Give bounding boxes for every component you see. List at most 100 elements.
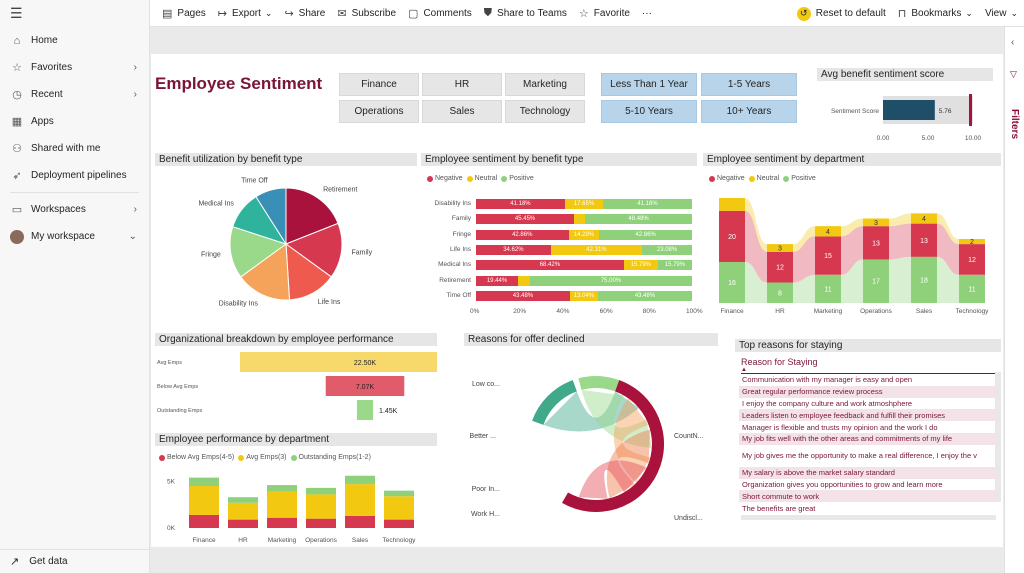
bar-negative: 41.18%	[476, 199, 565, 209]
reasons-scrollbar-h[interactable]	[741, 515, 996, 520]
bar-row[interactable]: 34.62% 42.31% 23.08%	[476, 244, 692, 255]
hamburger-icon[interactable]: ☰	[10, 5, 23, 21]
reason-row[interactable]: Organization gives you opportunities to …	[742, 479, 943, 489]
pages-button[interactable]: ▤ Pages	[162, 7, 206, 20]
x-tick: HR	[775, 308, 785, 315]
dept-segment-neg	[863, 226, 889, 260]
ribbon	[889, 256, 911, 303]
share-label: Share	[298, 7, 326, 19]
gauge-tick: 10.00	[965, 135, 982, 142]
chord-label: Poor In...	[472, 486, 500, 493]
reason-row[interactable]: The benefits are great	[742, 503, 816, 513]
bar-positive: 75.00%	[529, 275, 692, 286]
perf-segment	[345, 515, 375, 528]
funnel-title: Organizational breakdown by employee per…	[155, 333, 437, 346]
comments-button[interactable]: ▢ Comments	[408, 7, 472, 20]
reason-row[interactable]: My job gives me the opportunity to make …	[742, 451, 977, 461]
clock-icon: ◷	[12, 89, 22, 101]
nav-home[interactable]: ⌂ Home	[0, 27, 149, 54]
gauge-title: Avg benefit sentiment score	[817, 68, 993, 81]
reason-row[interactable]: Short commute to work	[739, 490, 997, 503]
perf-segment	[267, 517, 297, 528]
bar-negative: 43.48%	[476, 290, 570, 301]
reason-row[interactable]: My job fits well with the other areas an…	[739, 432, 997, 445]
nav-pipelines[interactable]: ➶ Deployment pipelines	[0, 162, 149, 189]
slicer-operations[interactable]: Operations	[339, 100, 419, 123]
ribbon	[793, 226, 815, 252]
ribbon	[841, 259, 863, 303]
funnel-label: Outstanding Emps	[157, 408, 202, 414]
slicer-5-10-years[interactable]: 5-10 Years	[601, 100, 697, 123]
segment-label: 16	[728, 280, 736, 287]
bar-row[interactable]: 41.18% 17.65% 41.18%	[476, 199, 692, 209]
export-button[interactable]: ↦ Export ⌄	[218, 7, 273, 20]
nav-shared[interactable]: ⚇ Shared with me	[0, 135, 149, 162]
bookmarks-label: Bookmarks	[911, 8, 962, 19]
perf-segment	[345, 475, 375, 485]
bar-row[interactable]: 42.86% 14.29% 42.86%	[476, 229, 692, 240]
export-icon: ↦	[217, 7, 227, 20]
subscribe-button[interactable]: ✉ Subscribe	[337, 7, 396, 20]
perf-segment	[189, 477, 219, 486]
nav-workspaces[interactable]: ▭ Workspaces ›	[0, 196, 149, 223]
ribbon	[889, 223, 911, 260]
segment-label: 13	[872, 240, 880, 247]
offer-declined-chord: Low co... Better ... Poor In... Work H... Co…	[470, 376, 704, 522]
bar-category: Family	[451, 215, 471, 223]
legend-dot-negative	[709, 175, 715, 182]
bar-neutral: 15.79%	[623, 260, 658, 271]
legend-dot-neutral	[748, 175, 755, 182]
more-options-button[interactable]: ···	[641, 7, 652, 19]
bar-row[interactable]: 43.48% 13.04% 43.48%	[476, 290, 692, 301]
reason-row[interactable]: Great regular performance review process	[739, 385, 997, 398]
workspaces-icon: ▭	[11, 204, 23, 216]
reasons-list[interactable]: Communication with my manager is easy an…	[739, 374, 997, 516]
reasons-scrollbar-v[interactable]	[995, 372, 1001, 502]
nav-recent[interactable]: ◷ Recent ›	[0, 81, 149, 108]
slicer-finance[interactable]: Finance	[339, 73, 419, 96]
x-tick: 40%	[556, 308, 570, 315]
nav-favorites[interactable]: ☆ Favorites ›	[0, 54, 149, 81]
reason-row[interactable]: Communication with my manager is easy an…	[742, 375, 913, 385]
bar-row[interactable]: 45.45% 48.48%	[476, 214, 692, 225]
nav-my-workspace[interactable]: My workspace ⌄	[0, 223, 149, 250]
x-tick: Technology	[383, 537, 417, 544]
reason-row[interactable]: My salary is above the market salary sta…	[739, 466, 997, 479]
reasons-header[interactable]: Reason for Staying	[741, 357, 818, 367]
chevron-left-icon[interactable]: ‹	[1011, 37, 1015, 48]
x-tick: 0%	[470, 308, 480, 315]
share-teams-button[interactable]: ⛊ Share to Teams	[484, 7, 567, 20]
nav-apps[interactable]: ▦ Apps	[0, 108, 149, 135]
slicer-sales[interactable]: Sales	[422, 100, 502, 123]
reset-button[interactable]: ↺ Reset to default	[796, 6, 886, 21]
slicer-10-years[interactable]: 10+ Years	[701, 100, 797, 123]
slicer-hr[interactable]: HR	[422, 73, 502, 96]
get-data-button[interactable]: ↗ Get data	[0, 549, 149, 573]
pie-label: Medical Ins	[198, 201, 234, 208]
dept-segment-neu	[767, 244, 793, 252]
bookmarks-button[interactable]: ⊓ Bookmarks ⌄	[898, 7, 973, 20]
reason-row[interactable]: Leaders listen to employee feedback and …	[739, 409, 997, 422]
view-button[interactable]: View ⌄	[985, 8, 1018, 19]
star-icon: ☆	[12, 62, 22, 74]
reason-row[interactable]: Manager is flexible and trusts my opinio…	[742, 422, 938, 432]
favorite-button[interactable]: ☆ Favorite	[579, 7, 630, 20]
share-button[interactable]: ↪ Share	[284, 7, 325, 20]
filters-pane[interactable]: ‹ ▽ Filters	[1004, 27, 1024, 573]
segment-label: 18	[920, 277, 928, 284]
sort-asc-icon[interactable]: ▲	[741, 367, 747, 373]
bar-row[interactable]: 68.42% 15.79% 15.79%	[476, 260, 692, 271]
pages-label: Pages	[177, 7, 206, 19]
bar-row[interactable]: 19.44% 75.00%	[476, 275, 692, 286]
reason-row[interactable]: I enjoy the company culture and work atm…	[742, 398, 913, 408]
performance-funnel: Avg Emps 22.50K Below Avg Emps 7.07K Outstan…	[157, 352, 437, 420]
gauge-label: Sentiment Score	[831, 108, 879, 115]
slicer-technology[interactable]: Technology	[505, 100, 585, 123]
slicer-less-than-1-year[interactable]: Less Than 1 Year	[601, 73, 697, 96]
pie-label: Disability Ins	[219, 301, 259, 308]
x-tick: Operations	[860, 308, 893, 315]
perf-dept-title: Employee performance by department	[155, 433, 437, 446]
view-label: View	[984, 8, 1007, 19]
slicer-1-5-years[interactable]: 1-5 Years	[701, 73, 797, 96]
slicer-marketing[interactable]: Marketing	[505, 73, 585, 96]
